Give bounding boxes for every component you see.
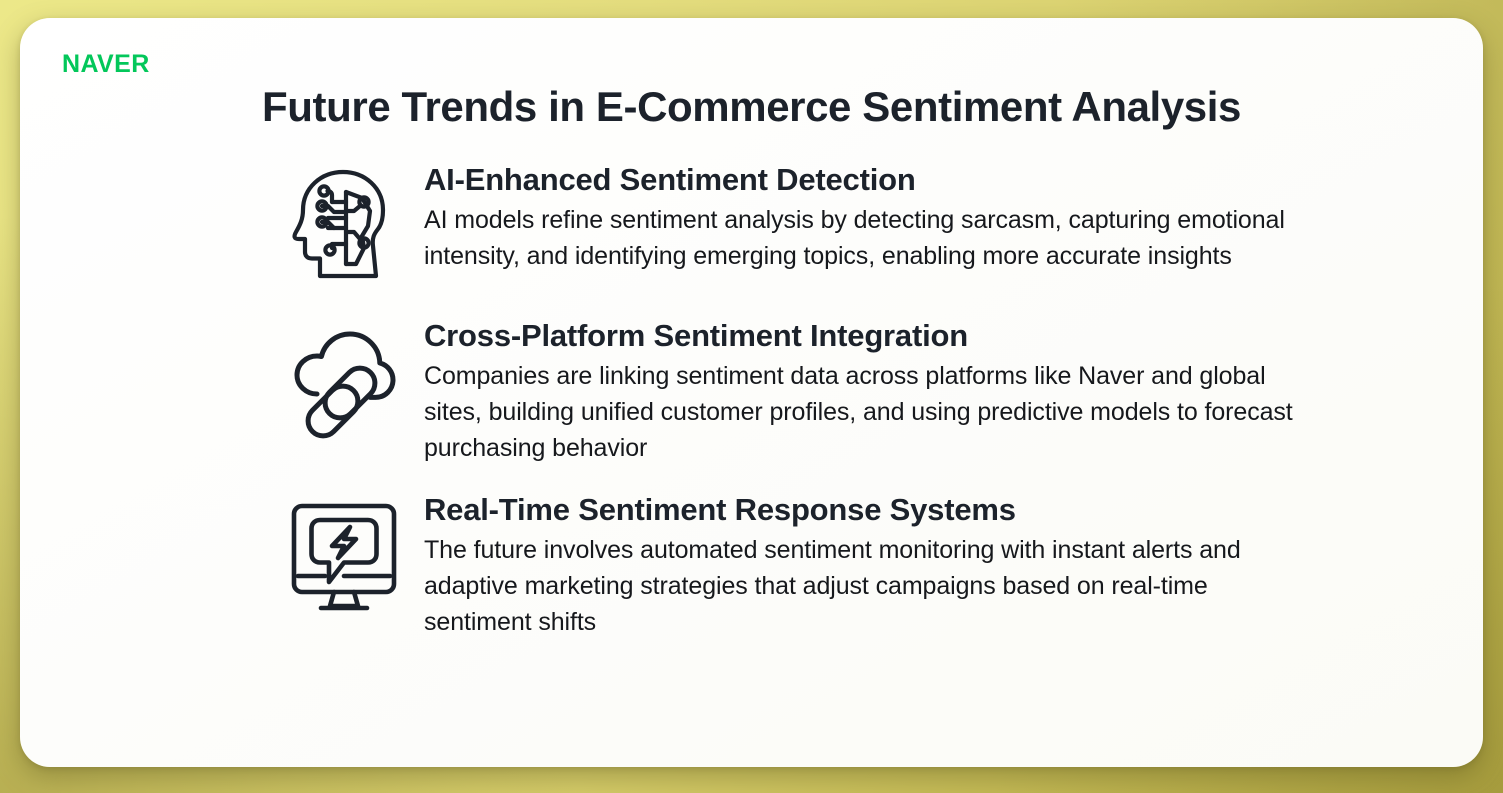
trend-text-block: Cross-Platform Sentiment Integration Com…: [410, 316, 1443, 466]
page-title: Future Trends in E-Commerce Sentiment An…: [262, 83, 1241, 130]
list-item: Cross-Platform Sentiment Integration Com…: [278, 316, 1443, 466]
trend-list: AI-Enhanced Sentiment Detection AI model…: [60, 160, 1443, 640]
trend-body: Companies are linking sentiment data acr…: [424, 361, 1293, 462]
naver-logo: NAVER: [62, 50, 150, 78]
trend-heading: Cross-Platform Sentiment Integration: [424, 318, 968, 354]
trend-heading: Real-Time Sentiment Response Systems: [424, 491, 1016, 527]
monitor-lightning-chat-icon: [278, 490, 410, 622]
trend-body: The future involves automated sentiment …: [424, 535, 1241, 636]
trend-body: AI models refine sentiment analysis by d…: [424, 205, 1285, 270]
trend-text-block: AI-Enhanced Sentiment Detection AI model…: [410, 160, 1443, 274]
cloud-link-icon: [278, 316, 410, 448]
content-card: NAVER Future Trends in E-Commerce Sentim…: [20, 18, 1483, 767]
trend-heading: AI-Enhanced Sentiment Detection: [424, 162, 916, 198]
trend-text-block: Real-Time Sentiment Response Systems The…: [410, 490, 1443, 640]
list-item: AI-Enhanced Sentiment Detection AI model…: [278, 160, 1443, 292]
ai-head-circuit-icon: [278, 160, 410, 292]
list-item: Real-Time Sentiment Response Systems The…: [278, 490, 1443, 640]
